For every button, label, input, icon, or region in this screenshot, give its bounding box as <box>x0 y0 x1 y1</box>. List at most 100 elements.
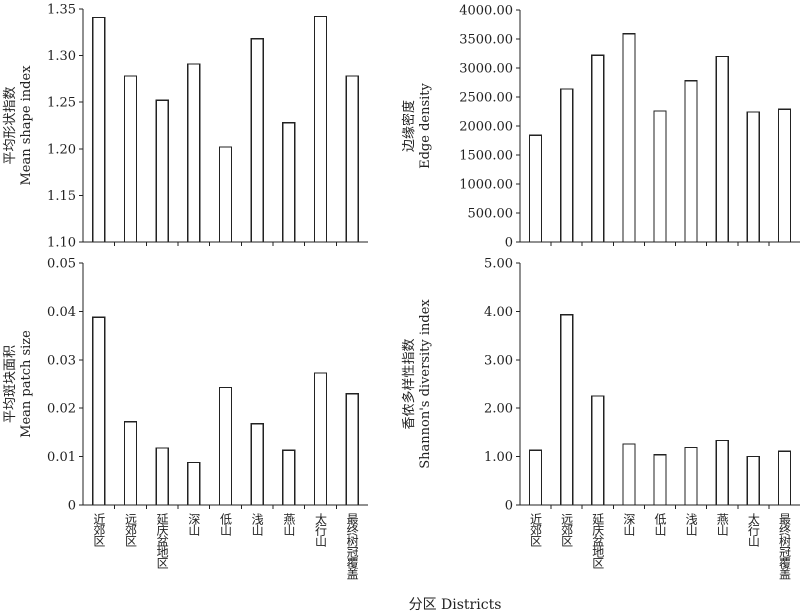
bar-6 <box>684 446 698 506</box>
y-tick-label: 3.00 <box>484 353 513 368</box>
bar-1 <box>528 134 543 243</box>
y-tick-label: 1.30 <box>47 49 76 64</box>
category-label: 延庆盆地区 <box>591 513 605 569</box>
y-axis-label-en: Edge density <box>418 82 433 168</box>
bar-2 <box>123 75 138 243</box>
bar-4 <box>187 63 201 243</box>
bar-5 <box>653 110 667 243</box>
y-tick-label: 0.02 <box>47 402 76 417</box>
bar-5 <box>218 386 233 506</box>
category-label: 低山 <box>653 513 667 536</box>
category-label: 太行山 <box>746 512 760 547</box>
y-tick-label: 0.05 <box>47 257 76 272</box>
y-tick-label: 3500.00 <box>459 33 513 48</box>
y-tick-label: 1000.00 <box>459 178 513 193</box>
category-label: 远郊区 <box>560 513 574 547</box>
y-tick-label: 1500.00 <box>459 149 513 164</box>
y-tick-label: 1.25 <box>47 96 76 111</box>
bar-6 <box>250 38 264 243</box>
bar-3 <box>591 395 605 506</box>
category-label: 最终树冠覆盖 <box>345 513 359 580</box>
bar-3 <box>155 447 169 506</box>
category-label: 太行山 <box>314 512 328 547</box>
y-tick-label: 1.35 <box>47 3 76 18</box>
bar-1 <box>528 449 543 506</box>
y-tick-label: 500.00 <box>468 207 514 222</box>
y-axis-label: 平均形状指数Mean shape index <box>3 65 34 186</box>
y-tick-label: 2.00 <box>484 402 513 417</box>
y-tick-label: 2500.00 <box>459 91 513 106</box>
category-label: 近郊区 <box>92 513 106 547</box>
category-label: 远郊区 <box>124 513 138 547</box>
bar-1 <box>92 316 106 506</box>
bar-2 <box>560 314 574 506</box>
bar-8 <box>313 15 328 243</box>
bar-9 <box>345 75 359 243</box>
y-tick-label: 5.00 <box>484 257 513 272</box>
bar-9 <box>345 393 359 506</box>
bar-7 <box>715 55 729 243</box>
y-tick-label: 1.00 <box>484 450 513 465</box>
category-label: 最终树冠覆盖 <box>777 513 791 580</box>
bar-7 <box>282 449 296 506</box>
chart-panel-1: 1.10 1.15 1.20 1.25 1.30 1.35 平均形状指数Mean shape… <box>3 3 368 251</box>
bar-3 <box>591 54 605 243</box>
y-tick-label: 0 <box>505 236 513 251</box>
y-tick-label: 4.00 <box>484 305 513 320</box>
bar-2 <box>560 88 574 243</box>
chart-panel-3: 0 0.01 0.02 0.03 0.04 0.05 近郊区 远郊区 延庆盆地区 深山 低山 浅山 燕山… <box>3 257 368 580</box>
bar-5 <box>218 146 233 243</box>
x-axis-label: 分区 Districts <box>409 597 502 613</box>
y-axis-label-en: Mean patch size <box>19 330 34 438</box>
category-label: 低山 <box>219 513 233 536</box>
y-tick-label: 2000.00 <box>459 120 513 135</box>
bar-3 <box>155 99 169 243</box>
y-axis-label-zh: 平均斑块面积 <box>3 345 18 423</box>
category-label: 深山 <box>187 513 201 536</box>
bar-8 <box>746 456 760 506</box>
category-label: 浅山 <box>684 513 698 536</box>
bar-4 <box>622 33 636 243</box>
bar-9 <box>777 450 792 506</box>
bar-4 <box>187 461 201 506</box>
y-axis-label-zh: 边缘密度 <box>401 100 417 152</box>
y-tick-label: 1.15 <box>47 189 76 204</box>
chart-panel-2: 0 500.00 1000.00 1500.00 2000.00 2500.00 3000.… <box>401 4 800 251</box>
bar-2 <box>123 421 138 506</box>
category-label: 浅山 <box>250 513 264 536</box>
bar-6 <box>684 80 698 243</box>
y-axis-label-zh: 平均形状指数 <box>3 86 18 164</box>
y-axis-label-en: Mean shape index <box>19 65 34 186</box>
y-tick-label: 0.01 <box>47 450 76 465</box>
y-tick-label: 0.03 <box>47 353 76 368</box>
y-tick-label: 1.20 <box>47 142 76 157</box>
category-label: 燕山 <box>715 513 729 536</box>
y-tick-label: 3000.00 <box>459 62 513 77</box>
bar-8 <box>313 372 328 506</box>
category-label: 燕山 <box>282 513 296 536</box>
bar-7 <box>715 440 729 506</box>
y-tick-label: 1.10 <box>47 236 76 251</box>
bar-7 <box>282 122 296 243</box>
y-axis-label: 平均斑块面积Mean patch size <box>3 330 34 438</box>
bar-8 <box>746 111 760 243</box>
chart-panel-4: 0 1.00 2.00 3.00 4.00 5.00 近郊区 远郊区 延庆盆地区 深山 低山 浅山 燕山… <box>401 257 800 580</box>
panels: 1.10 1.15 1.20 1.25 1.30 1.35 平均形状指数Mean shape… <box>3 3 800 580</box>
y-tick-label: 4000.00 <box>459 4 513 19</box>
y-axis-label-en: Shannon's diversity index <box>418 299 433 469</box>
y-tick-label: 0 <box>68 499 76 514</box>
category-label: 延庆盆地区 <box>155 513 169 569</box>
bar-5 <box>653 454 667 506</box>
bar-6 <box>250 423 264 506</box>
category-label: 近郊区 <box>529 513 543 547</box>
y-tick-label: 0 <box>505 499 513 514</box>
y-axis-label: 边缘密度Edge density <box>401 82 433 168</box>
y-tick-label: 0.04 <box>47 305 76 320</box>
y-axis-label-zh: 香侬多样性指数 <box>401 338 417 429</box>
bar-1 <box>92 16 106 243</box>
y-axis-label: 香侬多样性指数Shannon's diversity index <box>401 299 433 469</box>
bar-4 <box>622 443 636 506</box>
category-label: 深山 <box>622 513 636 536</box>
bar-9 <box>777 108 792 243</box>
